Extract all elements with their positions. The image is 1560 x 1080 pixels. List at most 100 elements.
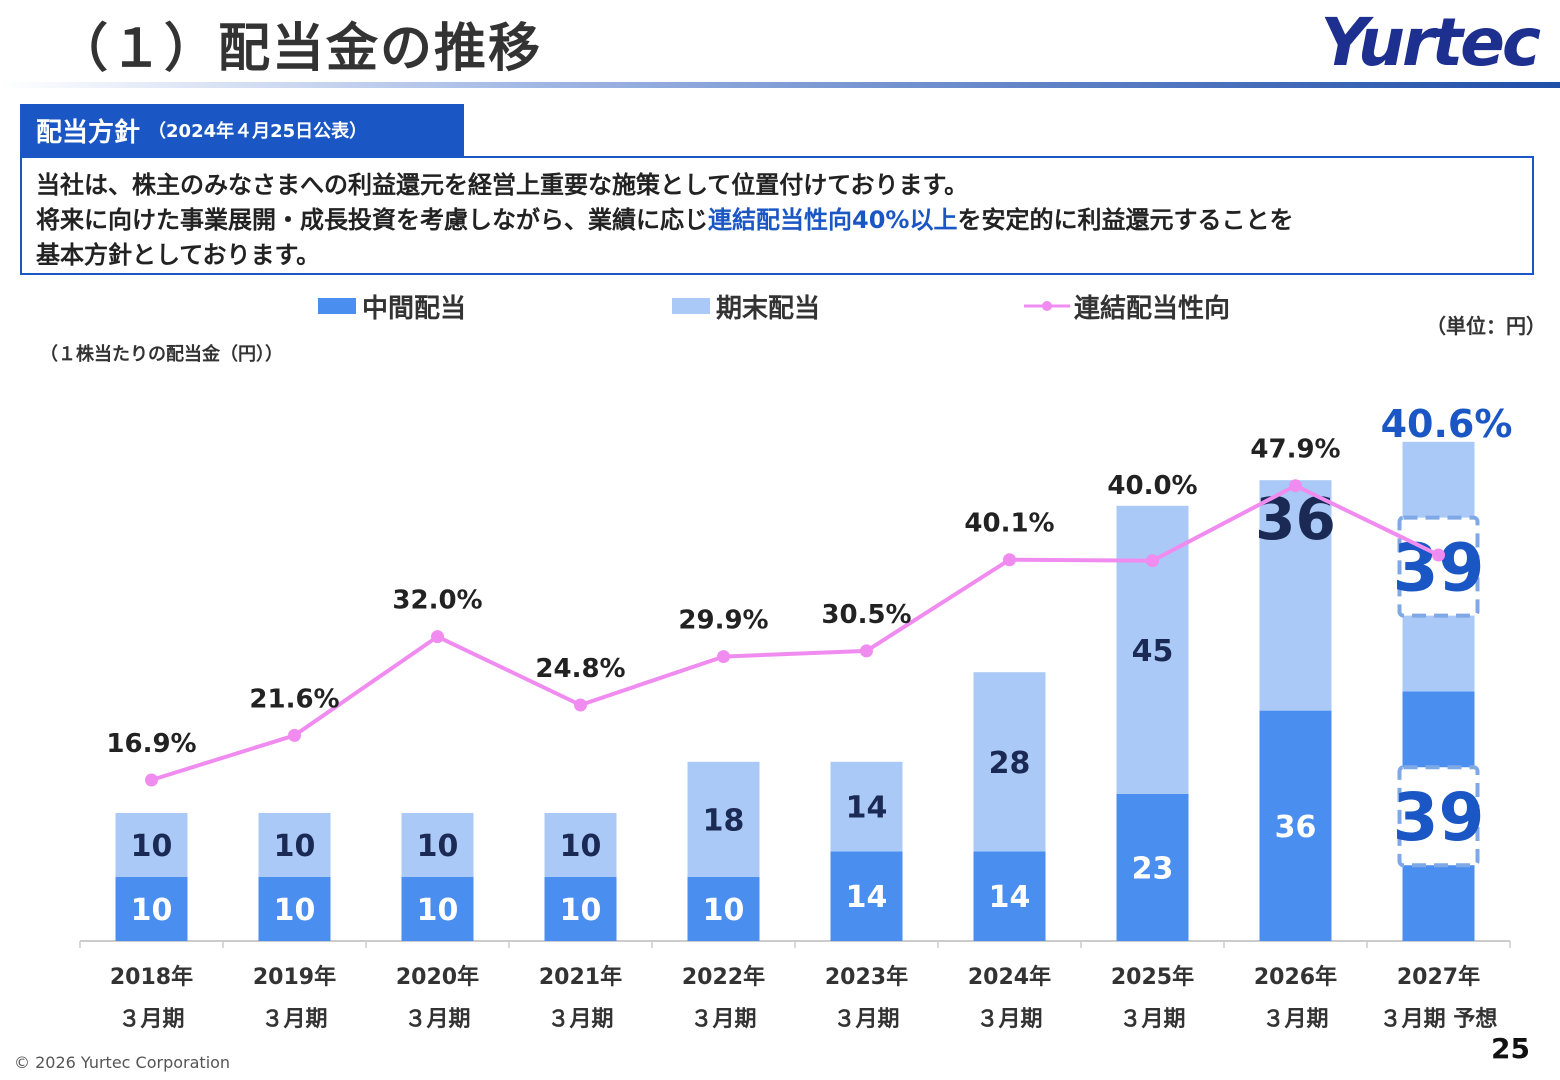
page-title: （１）配当金の推移 (56, 19, 543, 79)
category-label-year: 2021年 (539, 964, 622, 990)
category-label-period: ３月期 (690, 1007, 756, 1032)
payout-ratio-label: 47.9% (1250, 435, 1340, 465)
legend-payout-label: 連結配当性向 (1074, 293, 1231, 324)
payout-ratio-line (150, 483, 1440, 782)
bar-interim (1259, 710, 1332, 941)
bar-year-end (115, 813, 188, 877)
label-year-end: 10 (417, 829, 459, 864)
label-year-end: 45 (1132, 634, 1174, 669)
label-interim: 36 (1275, 810, 1317, 845)
category-label-period: ３月期 (833, 1007, 899, 1032)
payout-ratio-label: 30.5% (821, 600, 911, 630)
bar-year-end (830, 761, 903, 852)
bar-year-end (1259, 480, 1332, 711)
legend-payout: 連結配当性向 (1024, 286, 1230, 326)
category-label-period: ３月期 (1119, 1007, 1185, 1032)
payout-ratio-point (1289, 479, 1302, 493)
payout-ratio-point (1146, 554, 1159, 568)
legend-interim-swatch (318, 298, 356, 314)
legend-year-end: 期末配当 (672, 286, 820, 326)
category-label-year: 2018年 (110, 964, 193, 990)
category-label-period: ３月期 (976, 1007, 1042, 1032)
policy-line-2-pre: 将来に向けた事業展開・成長投資を考慮しながら、業績に応じ (36, 206, 708, 234)
label-interim: 10 (703, 893, 745, 928)
legend-year-end-label: 期末配当 (716, 293, 821, 324)
forecast-box (1397, 765, 1480, 868)
policy-line-3: 基本方針としております。 (36, 241, 321, 269)
payout-ratio-label: 32.0% (392, 586, 482, 616)
legend-interim: 中間配当 (318, 286, 466, 326)
payout-ratio-label: 29.9% (678, 606, 768, 636)
forecast-box (1397, 515, 1480, 618)
label-year-end: 28 (989, 746, 1031, 781)
legend-payout-line-icon (1024, 301, 1070, 311)
category-label-year: 2019年 (253, 964, 336, 990)
page-number: 25 (1491, 1032, 1530, 1065)
bar-interim (973, 851, 1046, 941)
category-label-year: 2023年 (825, 964, 908, 990)
bar-interim (115, 877, 188, 941)
category-label-year: 2025年 (1111, 964, 1194, 990)
label-interim: 10 (417, 893, 459, 928)
bar-year-end (401, 813, 474, 877)
policy-line-2: 将来に向けた事業展開・成長投資を考慮しながら、業績に応じ連結配当性向40%以上を… (36, 203, 1518, 238)
payout-ratio-point (1003, 553, 1016, 567)
label-year-end: 14 (846, 791, 888, 826)
payout-ratio-point (574, 698, 587, 712)
category-label-period: ３月期 (261, 1007, 327, 1032)
label-year-end: 18 (703, 803, 745, 838)
label-interim: 23 (1132, 851, 1174, 886)
policy-line-2-post: を安定的に利益還元することを (957, 206, 1294, 234)
bar-interim (401, 877, 474, 941)
label-interim: 10 (274, 893, 316, 928)
policy-title: 配当方針 (36, 117, 141, 148)
bar-interim (544, 877, 617, 941)
bar-interim (1116, 793, 1189, 941)
bar-interim (687, 877, 760, 941)
payout-ratio-label: 16.9% (106, 729, 196, 759)
header-divider (0, 82, 1560, 88)
label-year-end: 10 (560, 829, 602, 864)
category-label-year: 2026年 (1254, 964, 1337, 990)
payout-ratio-label: 24.8% (535, 654, 625, 684)
policy-text-box: 当社は、株主のみなさまへの利益還元を経営上重要な施策として位置付けております。 … (20, 156, 1534, 275)
label-year-end: 10 (274, 829, 316, 864)
unit-label: （単位：円） (1426, 314, 1546, 338)
payout-ratio-label: 40.6% (1381, 402, 1513, 446)
payout-ratio-point (431, 630, 444, 644)
bar-year-end (973, 672, 1046, 852)
payout-ratio-point (717, 650, 730, 664)
payout-ratio-point (860, 644, 873, 658)
payout-ratio-label: 40.1% (964, 509, 1054, 539)
category-label-year: 2020年 (396, 964, 479, 990)
policy-line-1: 当社は、株主のみなさまへの利益還元を経営上重要な施策として位置付けております。 (36, 171, 969, 199)
policy-tab: 配当方針 （2024年４月25日公表） (20, 104, 464, 156)
policy-date: （2024年４月25日公表） (148, 121, 368, 142)
label-year-end: 10 (131, 829, 173, 864)
label-year-end: 39 (1393, 530, 1485, 607)
category-label-year: 2022年 (682, 964, 765, 990)
copyright: © 2026 Yurtec Corporation (14, 1053, 231, 1072)
payout-ratio-point (1432, 548, 1445, 562)
category-label-period: ３月期 (547, 1007, 613, 1032)
legend-interim-label: 中間配当 (362, 293, 467, 324)
label-interim: 39 (1393, 779, 1485, 856)
bar-year-end (1116, 505, 1189, 794)
payout-ratio-point (288, 728, 301, 742)
payout-ratio-point (145, 773, 158, 787)
label-interim: 10 (560, 893, 602, 928)
category-label-period: ３月期 (1262, 1007, 1328, 1032)
bar-interim (258, 877, 331, 941)
category-label-period: ３月期 (404, 1007, 470, 1032)
category-label-year: 2027年 (1397, 964, 1480, 990)
bar-year-end (258, 813, 331, 877)
label-interim: 14 (846, 880, 888, 915)
bar-interim (830, 851, 903, 941)
label-interim: 14 (989, 880, 1031, 915)
payout-ratio-label: 40.0% (1107, 471, 1197, 501)
category-label-period: ３月期 (118, 1007, 184, 1032)
category-label-period: ３月期 予想 (1380, 1007, 1498, 1032)
policy-highlight: 連結配当性向40%以上 (708, 206, 958, 234)
label-interim: 10 (131, 893, 173, 928)
